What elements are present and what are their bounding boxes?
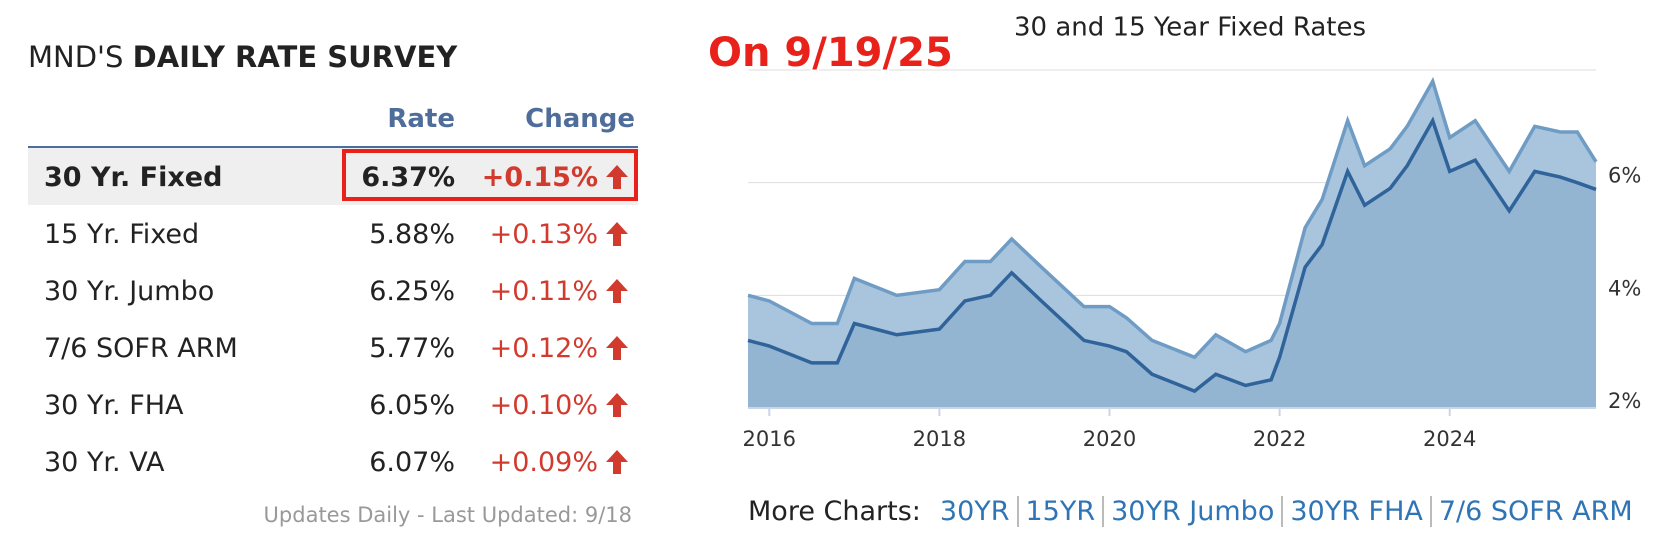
up-arrow (606, 279, 628, 303)
arrow-shape (606, 450, 628, 474)
column-header: Change (525, 104, 635, 134)
up-arrow (606, 393, 628, 417)
chart-link[interactable]: 7/6 SOFR ARM (1429, 496, 1640, 527)
x-tick-label: 2018 (913, 427, 966, 451)
line (747, 116, 1597, 394)
chart-link[interactable]: 30YR Jumbo (1102, 496, 1282, 527)
highlight-box (342, 149, 638, 201)
rate: 6.05% (369, 390, 455, 421)
chart-link[interactable]: 15YR (1016, 496, 1103, 527)
arrow-shape (606, 279, 628, 303)
rate: 6.07% (369, 447, 455, 478)
row-label: 7/6 SOFR ARM (44, 333, 238, 364)
more-charts-label: More Charts: (748, 496, 921, 527)
change: +0.09% (489, 447, 598, 478)
arrow-shape (606, 336, 628, 360)
arrow-shape (606, 222, 628, 246)
table-row: 30 Yr. FHA 6.05% +0.10% (28, 376, 638, 433)
x-tick-label: 2024 (1423, 427, 1476, 451)
up-arrow (606, 336, 628, 360)
y-tick-label: 4% (1608, 276, 1641, 300)
title-prefix: MND'S (28, 40, 124, 74)
line (747, 76, 1598, 360)
table-row: 30 Yr. VA 6.07% +0.09% (28, 433, 638, 490)
chart-link[interactable]: 30YR FHA (1281, 496, 1430, 527)
chart-title: 30 and 15 Year Fixed Rates (1014, 13, 1366, 43)
row-label: 30 Yr. VA (44, 447, 165, 478)
change: +0.11% (489, 276, 598, 307)
change: +0.15% (481, 162, 598, 193)
y-tick-label: 6% (1608, 164, 1641, 188)
change: +0.13% (489, 219, 598, 250)
arrow-shape (606, 165, 628, 189)
link-list: 30YR 15YR 30YR Jumbo 30YR FHA 7/6 SOFR ARM (933, 496, 1640, 527)
table-row: 30 Yr. Fixed 6.37% +0.15% (28, 148, 638, 205)
rate: 6.25% (369, 276, 455, 307)
annotation: On 9/19/25 (708, 30, 953, 76)
rate: 5.88% (369, 219, 455, 250)
y-tick-label: 2% (1608, 389, 1641, 413)
change: +0.10% (489, 390, 598, 421)
x-tick-label: 2022 (1253, 427, 1306, 451)
rate: 5.77% (369, 333, 455, 364)
survey-title: MND'S DAILY RATE SURVEY (28, 40, 457, 74)
row-label: 30 Yr. FHA (44, 390, 184, 421)
table-row: 15 Yr. Fixed 5.88% +0.13% (28, 205, 638, 262)
table-row: 7/6 SOFR ARM 5.77% +0.12% (28, 319, 638, 376)
column-header: Rate (387, 104, 455, 134)
chart: 30 and 15 Year Fixed Rates 2% 4% 6% 2016 201… (743, 13, 1642, 452)
x-tick-label: 2016 (743, 427, 796, 451)
up-arrow (606, 450, 628, 474)
rate: 6.37% (361, 162, 455, 193)
footer-note: Updates Daily - Last Updated: 9/18 (263, 503, 632, 527)
row-label: 30 Yr. Jumbo (44, 276, 215, 307)
up-arrow (606, 165, 628, 189)
title-bold: DAILY RATE SURVEY (132, 40, 458, 74)
chart-link[interactable]: 30YR (939, 496, 1010, 527)
row-label: 30 Yr. Fixed (44, 162, 223, 193)
row-label: 15 Yr. Fixed (44, 219, 200, 250)
x-tick-label: 2020 (1083, 427, 1136, 451)
table-row: 30 Yr. Jumbo 6.25% +0.11% (28, 262, 638, 319)
more-charts: More Charts: 30YR 15YR 30YR Jumbo 30YR FHA 7/… (748, 496, 1640, 527)
arrow-shape (606, 393, 628, 417)
header-rule (28, 146, 638, 148)
up-arrow (606, 222, 628, 246)
change: +0.12% (489, 333, 598, 364)
